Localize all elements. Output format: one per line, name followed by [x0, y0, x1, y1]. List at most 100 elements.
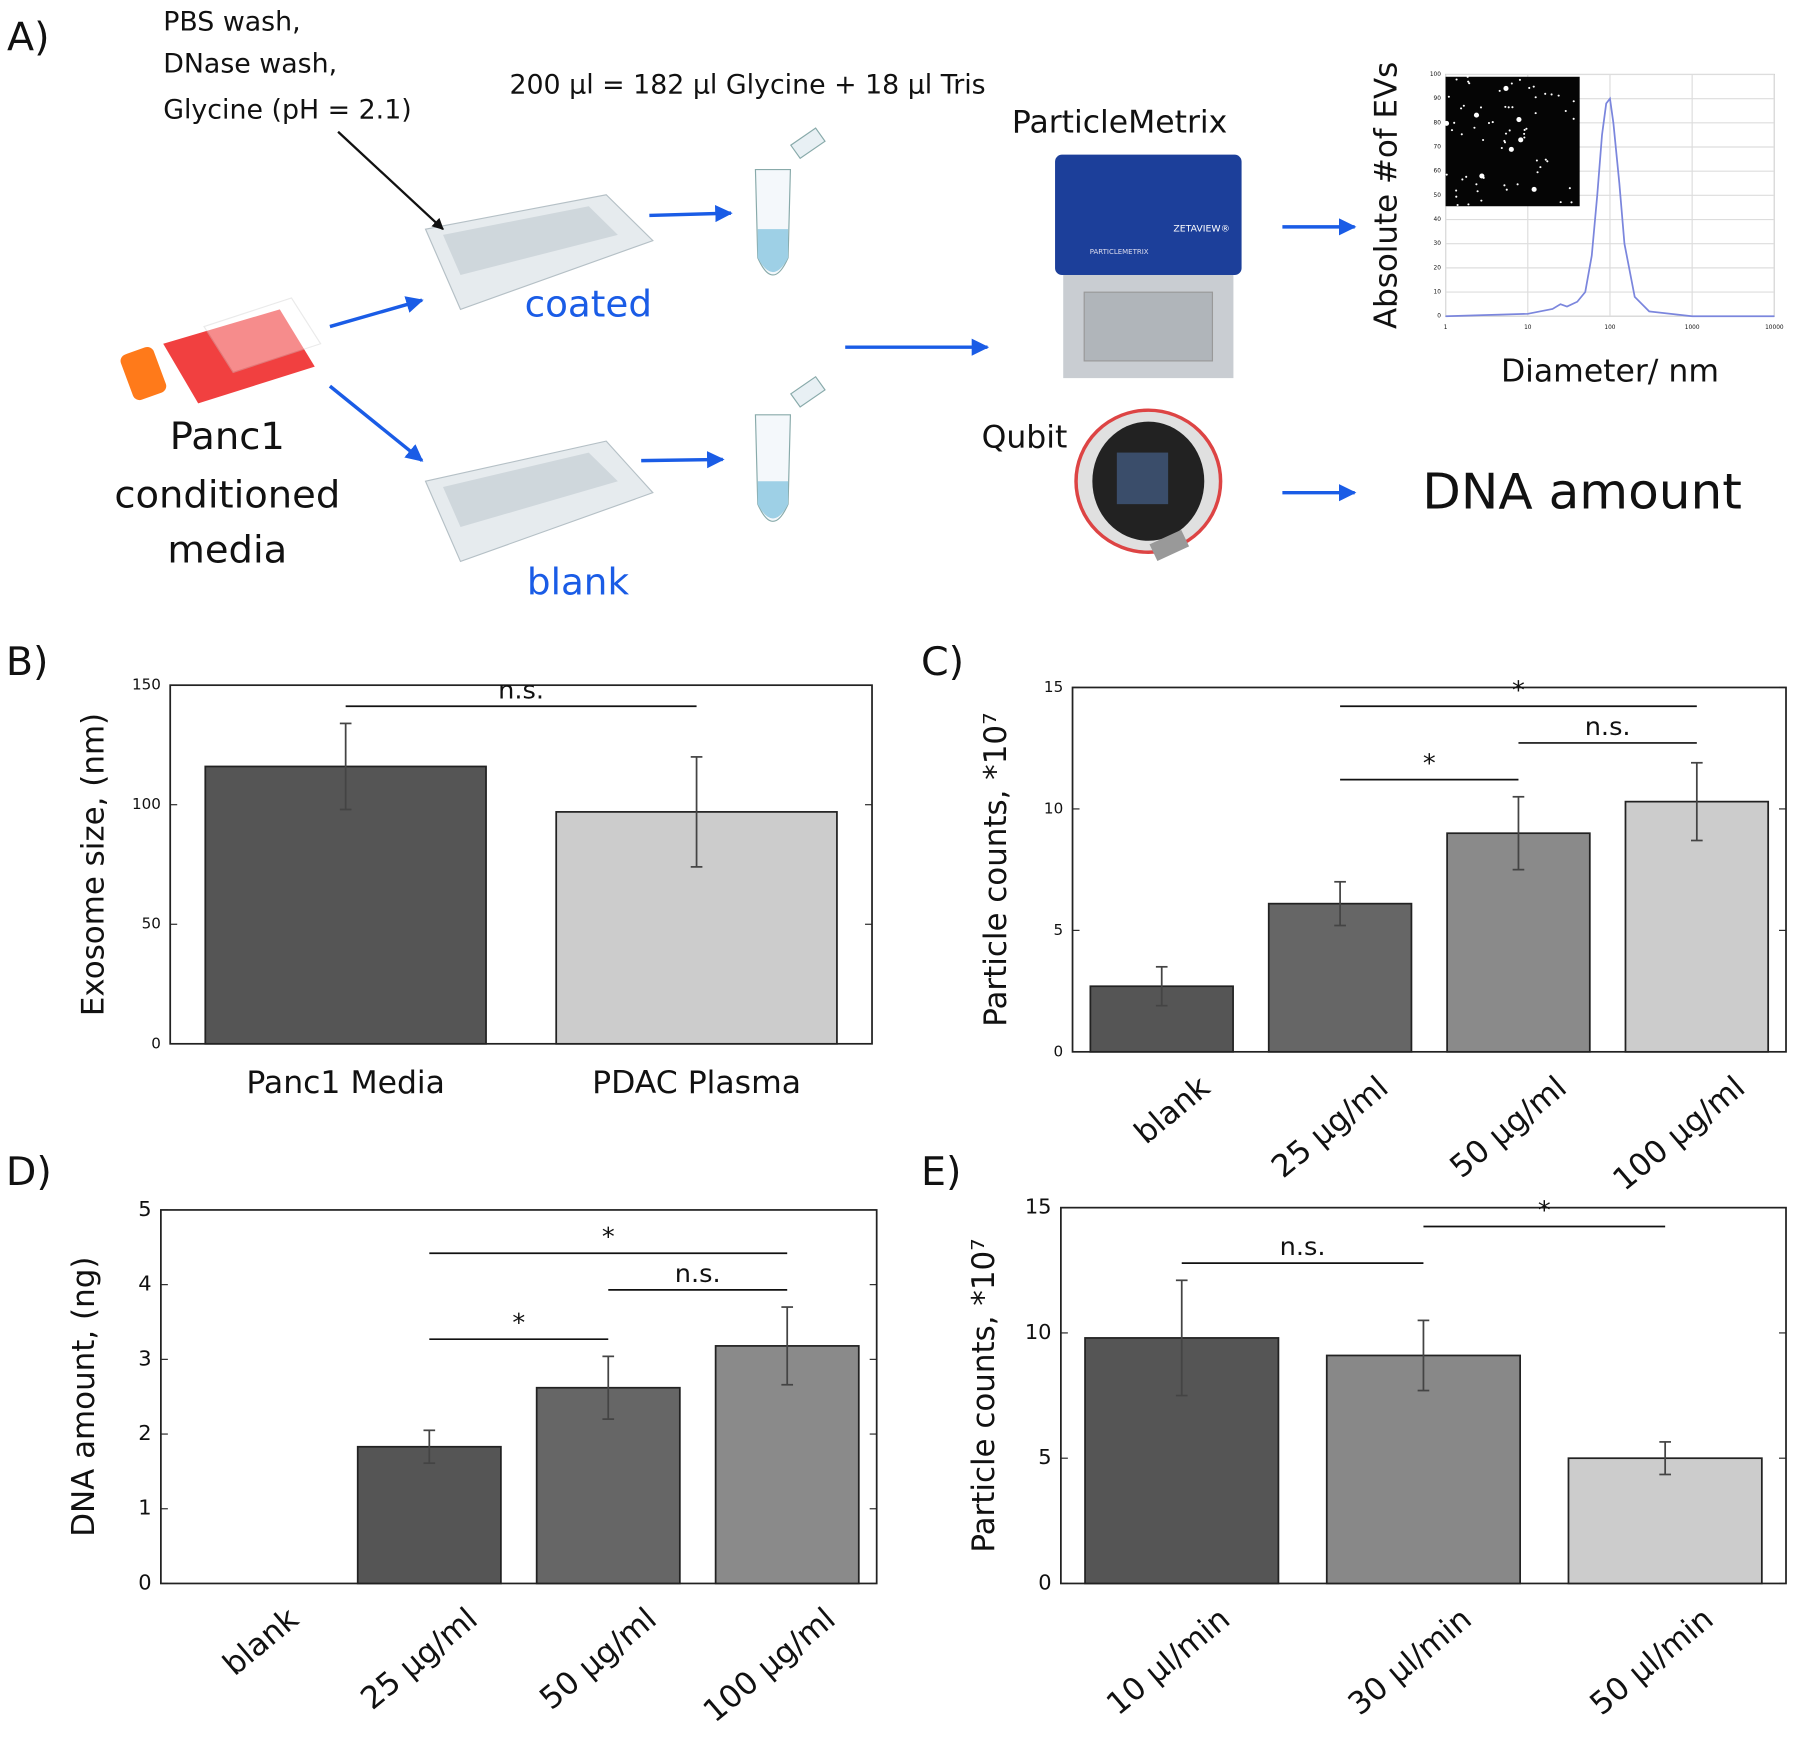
y-tick-label: 15 — [1044, 678, 1063, 696]
arrow — [649, 204, 733, 223]
qubit-icon — [1074, 408, 1223, 561]
x-tick-label: 10 — [1524, 325, 1532, 331]
particle-dot — [1500, 146, 1503, 150]
y-tick-label: 20 — [1434, 265, 1442, 271]
x-tick-label: 10 µl/min — [1100, 1601, 1237, 1722]
bar — [1267, 902, 1413, 1053]
y-tick-label: 4 — [138, 1272, 151, 1296]
y-axis-label: Particle counts, *10⁷ — [966, 1238, 1002, 1552]
brand-text: ZETAVIEW® — [1173, 224, 1230, 235]
x-tick-label: blank — [216, 1601, 305, 1683]
particle-dot — [1510, 82, 1513, 85]
particle-dot — [1544, 158, 1547, 161]
particle-dot — [1528, 86, 1531, 89]
particle-dot — [1466, 75, 1469, 78]
coated-label: coated — [525, 283, 652, 326]
y-tick-label: 10 — [1044, 800, 1063, 818]
wash-step: Glycine (pH = 2.1) — [163, 95, 412, 126]
particle-dot — [1532, 85, 1535, 88]
particle-dot — [1467, 203, 1470, 206]
x-tick-label: 100 — [1604, 325, 1615, 331]
y-tick-label: 50 — [142, 915, 161, 933]
y-tick-label: 10 — [1434, 290, 1442, 296]
particle-dot — [1531, 186, 1537, 192]
bar — [535, 1386, 681, 1585]
y-tick-label: 0 — [1437, 314, 1441, 320]
instrument-icon: ZETAVIEW® PARTICLEMETRIX — [1055, 154, 1242, 379]
particle-dot — [1536, 171, 1539, 174]
y-axis-label: Exosome size, (nm) — [75, 713, 111, 1016]
y-tick-label: 30 — [1434, 241, 1442, 247]
y-axis-label: Absolute #of EVs — [1368, 62, 1404, 329]
elution-text: 200 µl = 182 µl Glycine + 18 µl Tris — [509, 70, 985, 101]
particle-dot — [1572, 100, 1575, 103]
particle-dot — [1518, 78, 1521, 81]
x-tick-label: PDAC Plasma — [592, 1065, 801, 1101]
particle-dot — [1535, 159, 1538, 162]
particle-dot — [1504, 132, 1508, 135]
bar — [1567, 1457, 1763, 1585]
y-tick-label: 0 — [151, 1034, 161, 1052]
particle-dot — [1557, 94, 1560, 97]
particle-dot — [1487, 122, 1491, 125]
flask-icon — [120, 297, 322, 404]
x-tick-label: 100 µg/ml — [1606, 1069, 1752, 1197]
particle-dot — [1559, 201, 1562, 204]
x-tick-label: 25 µg/ml — [1265, 1069, 1396, 1185]
particle-dot — [1482, 138, 1485, 142]
particle-dot — [1534, 112, 1537, 115]
x-tick-label: 100 µg/ml — [697, 1601, 843, 1729]
sample-label: conditioned — [114, 473, 340, 517]
significance-label: n.s. — [675, 1258, 721, 1288]
particle-dot — [1476, 190, 1479, 193]
particle-dot — [1572, 117, 1575, 120]
panel-label: E) — [921, 1150, 962, 1195]
tube-icon — [754, 127, 826, 522]
y-tick-label: 150 — [132, 676, 161, 694]
panel-a: A) PBS wash, DNase wash, Glycine (pH = 2… — [7, 7, 1742, 604]
wash-step: PBS wash, — [163, 7, 300, 38]
sample-label: Panc1 — [170, 415, 285, 459]
blank-label: blank — [527, 561, 630, 604]
particle-dot — [1503, 139, 1506, 142]
y-axis-label: DNA amount, (ng) — [66, 1257, 102, 1537]
qubit-label: Qubit — [982, 420, 1068, 456]
particle-dot — [1503, 184, 1506, 187]
significance-label: n.s. — [1585, 711, 1631, 741]
particle-dot — [1503, 85, 1509, 91]
particle-dot — [1455, 78, 1458, 81]
significance-label: * — [1538, 1195, 1551, 1225]
particle-dot — [1516, 117, 1522, 123]
y-tick-label: 0 — [1038, 1571, 1051, 1595]
particle-dot — [1462, 104, 1465, 107]
particle-dot — [1480, 199, 1483, 202]
y-tick-label: 15 — [1025, 1195, 1052, 1219]
particle-dot — [1491, 121, 1494, 124]
panel-label: A) — [7, 16, 50, 61]
particle-dot — [1467, 80, 1470, 83]
panel-label: C) — [921, 640, 964, 685]
x-tick-label: 1 — [1444, 325, 1448, 331]
significance-label: * — [1512, 675, 1525, 705]
particle-dot — [1516, 183, 1519, 186]
particle-dot — [1453, 121, 1456, 124]
particle-dot — [1465, 175, 1468, 178]
maker-text: PARTICLEMETRIX — [1090, 248, 1149, 256]
y-tick-label: 2 — [138, 1421, 151, 1445]
particle-dot — [1508, 129, 1511, 132]
chip-icon — [424, 194, 654, 563]
arrow — [329, 296, 424, 329]
particle-dot — [1564, 109, 1567, 113]
significance-label: * — [512, 1307, 525, 1337]
arrow — [641, 451, 725, 469]
y-tick-label: 70 — [1434, 145, 1442, 151]
panel-label: D) — [6, 1150, 52, 1195]
particle-dot — [1447, 95, 1450, 98]
particle-dot — [1468, 82, 1471, 85]
particle-dot — [1460, 107, 1463, 110]
particle-dot — [1525, 127, 1528, 130]
bar — [356, 1445, 502, 1585]
wash-step: DNase wash, — [163, 49, 337, 80]
y-tick-label: 40 — [1434, 217, 1442, 223]
